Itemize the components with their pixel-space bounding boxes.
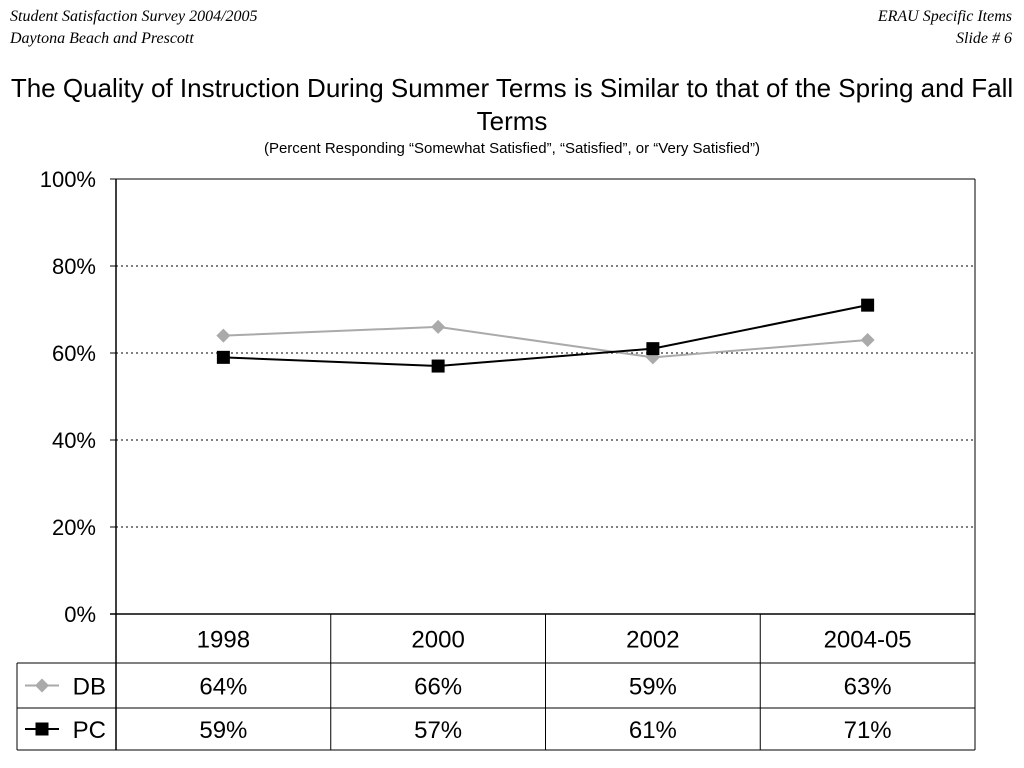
y-tick-label: 100% <box>40 167 96 192</box>
data-point-db <box>216 328 231 343</box>
data-point-pc <box>431 359 445 373</box>
x-category-label: 2004-05 <box>824 627 912 654</box>
data-label-pc: 61% <box>629 717 677 744</box>
x-category-label: 2000 <box>411 627 464 654</box>
chart-subtitle: (Percent Responding “Somewhat Satisfied”… <box>263 140 761 157</box>
survey-title: Student Satisfaction Survey 2004/2005 <box>10 8 258 25</box>
series-name-db: DB <box>73 674 106 701</box>
slide-header-right: ERAU Specific Items Slide # 6 <box>878 6 1012 50</box>
section-name: ERAU Specific Items <box>877 8 1012 25</box>
x-category-label: 1998 <box>197 627 250 654</box>
slide-number: Slide # 6 <box>956 30 1012 47</box>
data-label-pc: 59% <box>199 717 247 744</box>
series-line-db <box>223 325 868 359</box>
data-label-db: 66% <box>414 674 462 701</box>
y-tick-label: 80% <box>52 254 96 279</box>
legend-marker-pc <box>35 722 49 736</box>
chart-title: The Quality of Instruction During Summer… <box>10 73 1014 136</box>
campus-names: Daytona Beach and Prescott <box>10 30 194 47</box>
y-tick-label: 40% <box>52 428 96 453</box>
series-line-pc <box>223 304 868 368</box>
y-tick-label: 0% <box>64 602 96 627</box>
data-label-pc: 71% <box>844 717 892 744</box>
series-name-pc: PC <box>73 717 106 744</box>
data-point-db <box>431 319 446 334</box>
data-point-db <box>860 332 875 347</box>
y-tick-label: 20% <box>52 515 96 540</box>
legend-marker-db <box>35 678 49 693</box>
data-point-pc <box>861 298 875 312</box>
data-label-db: 64% <box>199 674 247 701</box>
data-label-db: 59% <box>629 674 677 701</box>
data-point-pc <box>216 350 230 364</box>
y-tick-label: 60% <box>52 341 96 366</box>
data-label-pc: 57% <box>414 717 462 744</box>
data-point-pc <box>646 342 660 356</box>
slide-header-left: Student Satisfaction Survey 2004/2005 Da… <box>10 6 258 50</box>
data-label-db: 63% <box>844 674 892 701</box>
x-category-label: 2002 <box>626 627 679 654</box>
